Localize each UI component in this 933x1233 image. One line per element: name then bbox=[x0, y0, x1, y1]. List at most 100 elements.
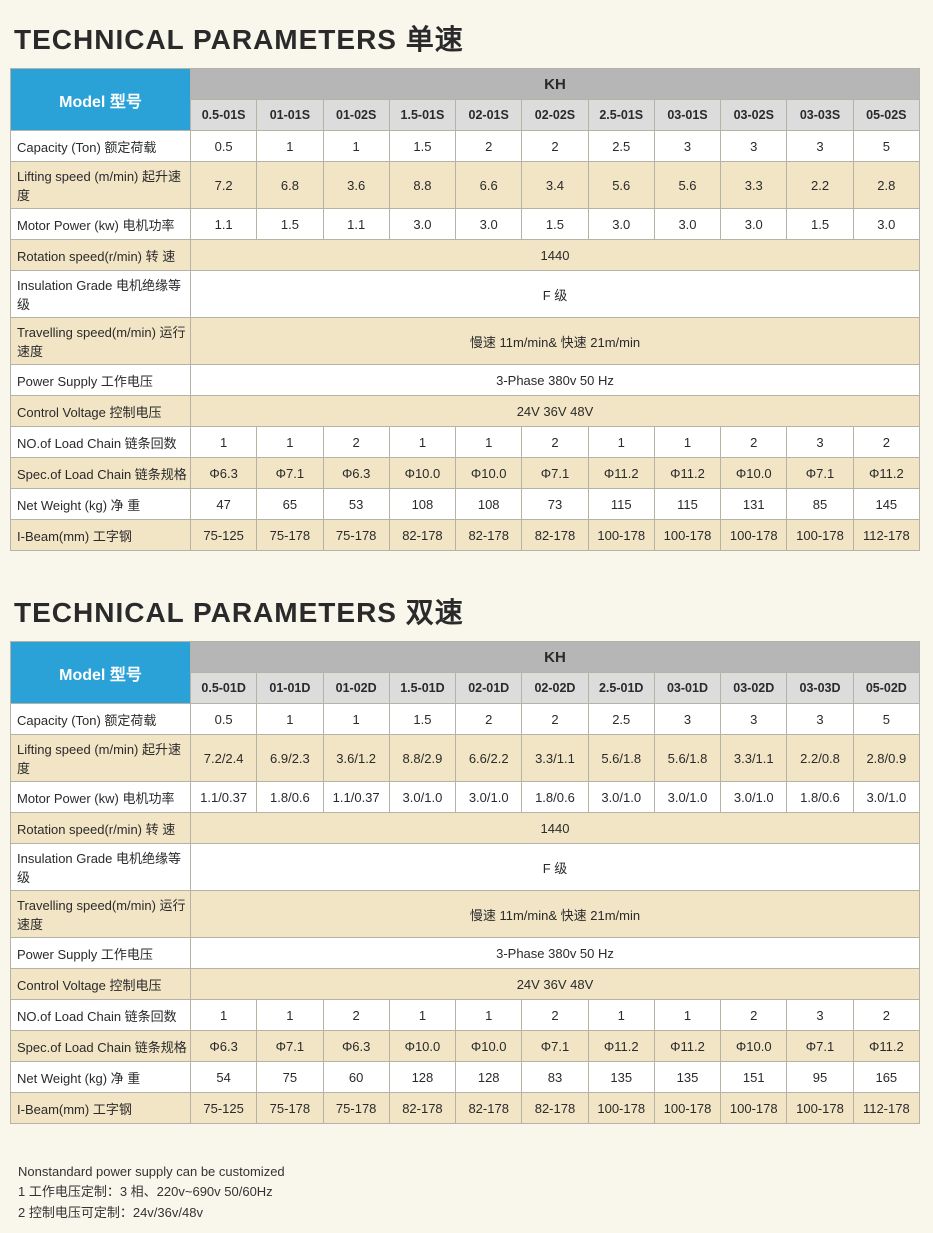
col-code: 0.5-01S bbox=[191, 100, 257, 131]
row-nochain: NO.of Load Chain 链条回数 11211211232 bbox=[11, 427, 920, 458]
cell: Φ7.1 bbox=[257, 1031, 323, 1062]
title-single-speed: TECHNICAL PARAMETERS 单速 bbox=[14, 18, 923, 58]
cell: 3 bbox=[787, 427, 853, 458]
row-rotation: Rotation speed(r/min) 转 速 1440 bbox=[11, 813, 920, 844]
cell: 73 bbox=[522, 489, 588, 520]
cell: 3 bbox=[787, 1000, 853, 1031]
cell: 82-178 bbox=[522, 1093, 588, 1124]
cell: 75-125 bbox=[191, 520, 257, 551]
cell: 131 bbox=[721, 489, 787, 520]
row-capacity: Capacity (Ton) 额定荷载 0.5111.5222.53335 bbox=[11, 131, 920, 162]
row-power: Power Supply 工作电压 3-Phase 380v 50 Hz bbox=[11, 938, 920, 969]
cell: Φ7.1 bbox=[787, 1031, 853, 1062]
cell: Φ10.0 bbox=[721, 458, 787, 489]
row-ibeam: I-Beam(mm) 工字钢 75-12575-17875-17882-1788… bbox=[11, 520, 920, 551]
label-insulation: Insulation Grade 电机绝缘等级 bbox=[11, 271, 191, 318]
cell: 75-178 bbox=[257, 520, 323, 551]
footnote-1: Nonstandard power supply can be customiz… bbox=[18, 1164, 923, 1179]
col-code: 01-01S bbox=[257, 100, 323, 131]
col-code: 01-02D bbox=[323, 673, 389, 704]
cell: Φ7.1 bbox=[522, 458, 588, 489]
cell: 5.6 bbox=[588, 162, 654, 209]
cell: 3.0/1.0 bbox=[654, 782, 720, 813]
cell-span: 3-Phase 380v 50 Hz bbox=[191, 365, 920, 396]
cell: 100-178 bbox=[721, 1093, 787, 1124]
cell: 3 bbox=[787, 131, 853, 162]
cell: Φ6.3 bbox=[191, 458, 257, 489]
row-insulation: Insulation Grade 电机绝缘等级 F 级 bbox=[11, 844, 920, 891]
col-code: 1.5-01D bbox=[389, 673, 455, 704]
cell: 6.6/2.2 bbox=[456, 735, 522, 782]
cell: 82-178 bbox=[522, 520, 588, 551]
cell: 1 bbox=[323, 131, 389, 162]
col-code: 03-03S bbox=[787, 100, 853, 131]
cell: 2 bbox=[456, 704, 522, 735]
label-control: Control Voltage 控制电压 bbox=[11, 396, 191, 427]
cell: 1 bbox=[257, 704, 323, 735]
col-code: 2.5-01S bbox=[588, 100, 654, 131]
cell: Φ10.0 bbox=[389, 1031, 455, 1062]
model-header: Model 型号 bbox=[11, 642, 191, 704]
col-code: 05-02D bbox=[853, 673, 919, 704]
row-power: Power Supply 工作电压 3-Phase 380v 50 Hz bbox=[11, 365, 920, 396]
cell: 82-178 bbox=[456, 520, 522, 551]
cell: 3.3/1.1 bbox=[522, 735, 588, 782]
cell: 115 bbox=[654, 489, 720, 520]
col-code: 05-02S bbox=[853, 100, 919, 131]
cell: 2.2 bbox=[787, 162, 853, 209]
label-ibeam: I-Beam(mm) 工字钢 bbox=[11, 1093, 191, 1124]
cell: 1 bbox=[257, 131, 323, 162]
cell: 1.5 bbox=[389, 704, 455, 735]
label-capacity: Capacity (Ton) 额定荷载 bbox=[11, 131, 191, 162]
cell: 2 bbox=[522, 427, 588, 458]
cell: 165 bbox=[853, 1062, 919, 1093]
cell: 3 bbox=[654, 704, 720, 735]
model-header: Model 型号 bbox=[11, 69, 191, 131]
cell: 1 bbox=[588, 427, 654, 458]
cell: 8.8 bbox=[389, 162, 455, 209]
label-motor: Motor Power (kw) 电机功率 bbox=[11, 209, 191, 240]
cell: 1.8/0.6 bbox=[787, 782, 853, 813]
cell: 1.5 bbox=[257, 209, 323, 240]
row-nochain: NO.of Load Chain 链条回数 11211211232 bbox=[11, 1000, 920, 1031]
cell: 75-125 bbox=[191, 1093, 257, 1124]
cell: 75-178 bbox=[323, 1093, 389, 1124]
col-code: 03-01D bbox=[654, 673, 720, 704]
cell: 3.0/1.0 bbox=[588, 782, 654, 813]
cell: 1.8/0.6 bbox=[522, 782, 588, 813]
cell: 3.0/1.0 bbox=[853, 782, 919, 813]
cell: 1 bbox=[191, 427, 257, 458]
col-code: 0.5-01D bbox=[191, 673, 257, 704]
label-rotation: Rotation speed(r/min) 转 速 bbox=[11, 240, 191, 271]
cell: 47 bbox=[191, 489, 257, 520]
col-code: 03-01S bbox=[654, 100, 720, 131]
cell-span: 3-Phase 380v 50 Hz bbox=[191, 938, 920, 969]
label-capacity: Capacity (Ton) 额定荷载 bbox=[11, 704, 191, 735]
cell: 6.8 bbox=[257, 162, 323, 209]
cell: 135 bbox=[588, 1062, 654, 1093]
cell: 100-178 bbox=[787, 1093, 853, 1124]
cell-span: 24V 36V 48V bbox=[191, 969, 920, 1000]
cell: 1 bbox=[456, 427, 522, 458]
cell: Φ11.2 bbox=[588, 1031, 654, 1062]
cell: 2.8/0.9 bbox=[853, 735, 919, 782]
label-motor: Motor Power (kw) 电机功率 bbox=[11, 782, 191, 813]
cell: 2 bbox=[323, 427, 389, 458]
row-control: Control Voltage 控制电压 24V 36V 48V bbox=[11, 396, 920, 427]
row-travelling: Travelling speed(m/min) 运行速度 慢速 11m/min&… bbox=[11, 318, 920, 365]
cell: 2 bbox=[323, 1000, 389, 1031]
cell: 1 bbox=[654, 427, 720, 458]
cell: Φ6.3 bbox=[323, 1031, 389, 1062]
cell: 3.0/1.0 bbox=[389, 782, 455, 813]
col-code: 1.5-01S bbox=[389, 100, 455, 131]
cell: Φ7.1 bbox=[522, 1031, 588, 1062]
cell: 3 bbox=[787, 704, 853, 735]
label-netweight: Net Weight (kg) 净 重 bbox=[11, 489, 191, 520]
cell: 145 bbox=[853, 489, 919, 520]
row-rotation: Rotation speed(r/min) 转 速 1440 bbox=[11, 240, 920, 271]
cell: 5 bbox=[853, 704, 919, 735]
cell: 75 bbox=[257, 1062, 323, 1093]
cell: 3.0 bbox=[721, 209, 787, 240]
row-netweight: Net Weight (kg) 净 重 54756012812883135135… bbox=[11, 1062, 920, 1093]
cell: 5.6 bbox=[654, 162, 720, 209]
